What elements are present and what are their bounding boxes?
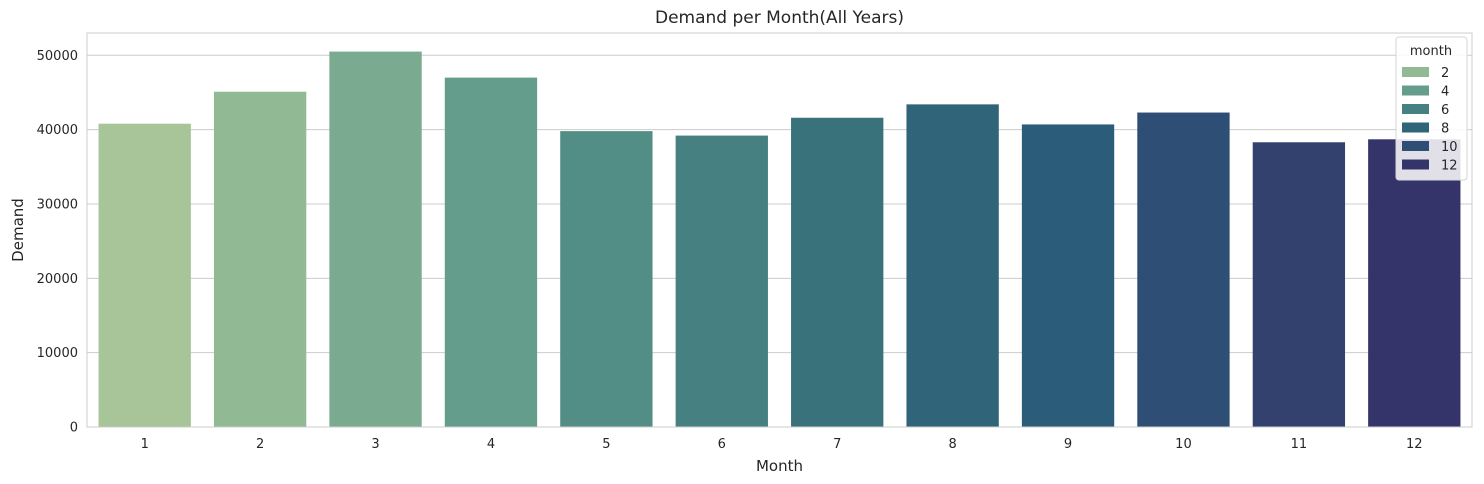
x-tick-label: 9: [1064, 437, 1072, 452]
bar-month-3: [329, 51, 422, 428]
legend-swatch: [1402, 159, 1429, 170]
legend-swatch: [1402, 141, 1429, 151]
y-tick-label: 20000: [37, 272, 78, 287]
bar-month-9: [1021, 124, 1115, 427]
legend-label: 4: [1441, 85, 1449, 100]
x-tick-label: 1: [141, 437, 149, 452]
x-tick-label: 8: [948, 437, 956, 452]
x-tick-label: 5: [602, 437, 610, 452]
bar-month-5: [560, 131, 653, 427]
bar-month-2: [213, 91, 307, 427]
bar-month-8: [906, 104, 999, 428]
bar-month-10: [1137, 112, 1230, 427]
x-tick-label: 12: [1406, 437, 1423, 452]
legend-label: 2: [1441, 66, 1449, 81]
chart-title: Demand per Month(All Years): [655, 8, 904, 28]
legend-label: 12: [1441, 159, 1458, 174]
y-tick-labels: 0 10000 20000 30000 40000 50000: [37, 49, 78, 436]
bar-month-7: [791, 117, 884, 428]
plot-background: [87, 33, 1472, 427]
legend-label: 8: [1441, 122, 1449, 137]
legend-items: 2 4 6 8 10 12: [1402, 66, 1458, 174]
bar-month-11: [1252, 142, 1346, 428]
legend-swatch: [1402, 122, 1429, 133]
bar-month-6: [675, 135, 768, 427]
legend-title: month: [1410, 44, 1452, 59]
legend-swatch: [1402, 104, 1429, 114]
y-tick-label: 10000: [37, 346, 78, 361]
x-tick-label: 7: [833, 437, 841, 452]
y-tick-label: 50000: [37, 49, 78, 64]
bar-month-12: [1368, 139, 1461, 427]
y-axis-label: Demand: [9, 198, 27, 262]
x-tick-label: 2: [256, 437, 264, 452]
y-tick-label: 0: [70, 421, 78, 436]
x-tick-labels: 1 2 3 4 5 6 7 8 9 10 11 12: [141, 437, 1423, 452]
legend-swatch: [1402, 85, 1429, 96]
y-tick-label: 40000: [37, 123, 78, 138]
legend-label: 6: [1441, 103, 1449, 118]
plot-frame: [86, 32, 1473, 428]
legend-swatch: [1402, 67, 1429, 77]
bar-month-4: [444, 77, 538, 428]
x-tick-label: 4: [487, 437, 495, 452]
x-tick-label: 6: [718, 437, 726, 452]
x-tick-label: 3: [371, 437, 379, 452]
legend-label: 10: [1441, 140, 1458, 155]
bar-month-1: [98, 123, 191, 427]
legend: month 2 4 6 8 10 12: [1395, 36, 1468, 181]
x-tick-label: 11: [1291, 437, 1308, 452]
x-axis-label: Month: [756, 457, 803, 475]
y-tick-label: 30000: [37, 197, 78, 212]
x-tick-label: 10: [1175, 437, 1192, 452]
bars: [98, 51, 1461, 428]
